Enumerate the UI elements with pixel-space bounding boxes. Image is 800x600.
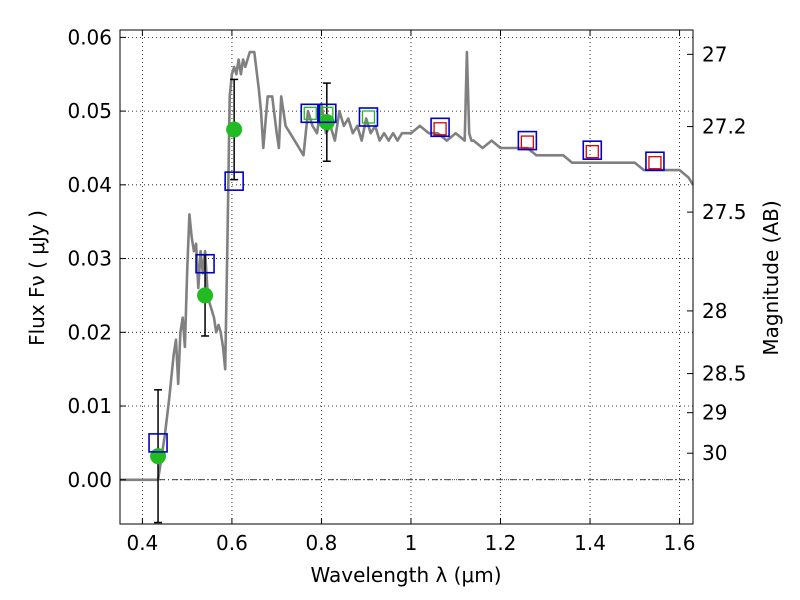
model-flux-box <box>358 107 379 127</box>
x-tick-label: 1.6 <box>664 531 696 555</box>
x-tick-label: 0.6 <box>216 531 248 555</box>
inner-flux-box <box>361 110 376 124</box>
right-tick-label: 29 <box>702 401 727 425</box>
inner-flux-box <box>648 156 662 170</box>
model-flux-box <box>224 171 244 191</box>
inner-flux-box <box>320 106 334 120</box>
right-tick-label: 28.5 <box>702 362 747 386</box>
model-flux-box <box>430 117 450 138</box>
inner-flux-box <box>585 145 599 159</box>
model-flux-box <box>317 103 337 124</box>
y-tick-label: 0.05 <box>67 99 112 123</box>
right-tick-labels: 27 27.2 27.5 28 28.5 29 30 <box>702 42 747 465</box>
plot-frame <box>119 29 694 525</box>
model-flux-box <box>148 433 168 453</box>
right-tick-label: 27.2 <box>702 115 747 139</box>
x-tick-label: 0.4 <box>126 531 158 555</box>
x-axis-title: Wavelength λ (μm) <box>310 563 501 587</box>
x-tick-label: 0.8 <box>306 531 338 555</box>
data-markers <box>148 103 665 465</box>
x-tick-label: 1.4 <box>574 531 606 555</box>
model-flux-box <box>582 140 603 160</box>
x-tick-labels: 0.4 0.6 0.8 1 1.2 1.4 1.6 <box>126 531 695 555</box>
y-tick-label: 0.04 <box>67 173 112 197</box>
right-tick-label: 30 <box>702 441 727 465</box>
observed-point <box>197 287 214 304</box>
inner-flux-box <box>303 106 317 120</box>
model-flux-box <box>645 151 665 172</box>
right-tick-label: 28 <box>702 299 727 323</box>
inner-flux-box <box>520 135 535 149</box>
right-tick-label: 27.5 <box>702 200 747 224</box>
right-axis-title: Magnitude (AB) <box>759 200 783 355</box>
x-tick-label: 1 <box>405 531 418 555</box>
model-flux-box <box>195 253 215 274</box>
y-tick-label: 0.03 <box>67 247 112 271</box>
y-tick-label: 0.06 <box>67 25 112 49</box>
y-tick-label: 0.00 <box>67 468 112 492</box>
spectrum-line <box>120 50 695 482</box>
model-spectrum <box>120 50 695 482</box>
x-tick-label: 1.2 <box>485 531 517 555</box>
model-flux-box <box>517 130 538 151</box>
y-tick-labels: 0.00 0.01 0.02 0.03 0.04 0.05 0.06 <box>67 25 112 491</box>
y-axis-title: Flux Fν ( μJy ) <box>25 210 49 346</box>
inner-flux-box <box>433 122 447 136</box>
observed-point <box>150 448 167 465</box>
observed-point <box>226 121 243 138</box>
y-tick-label: 0.02 <box>67 320 112 344</box>
y-tick-label: 0.01 <box>67 394 112 418</box>
axis-ticks <box>120 30 693 524</box>
right-tick-label: 27 <box>702 42 727 66</box>
model-flux-box <box>300 103 321 124</box>
